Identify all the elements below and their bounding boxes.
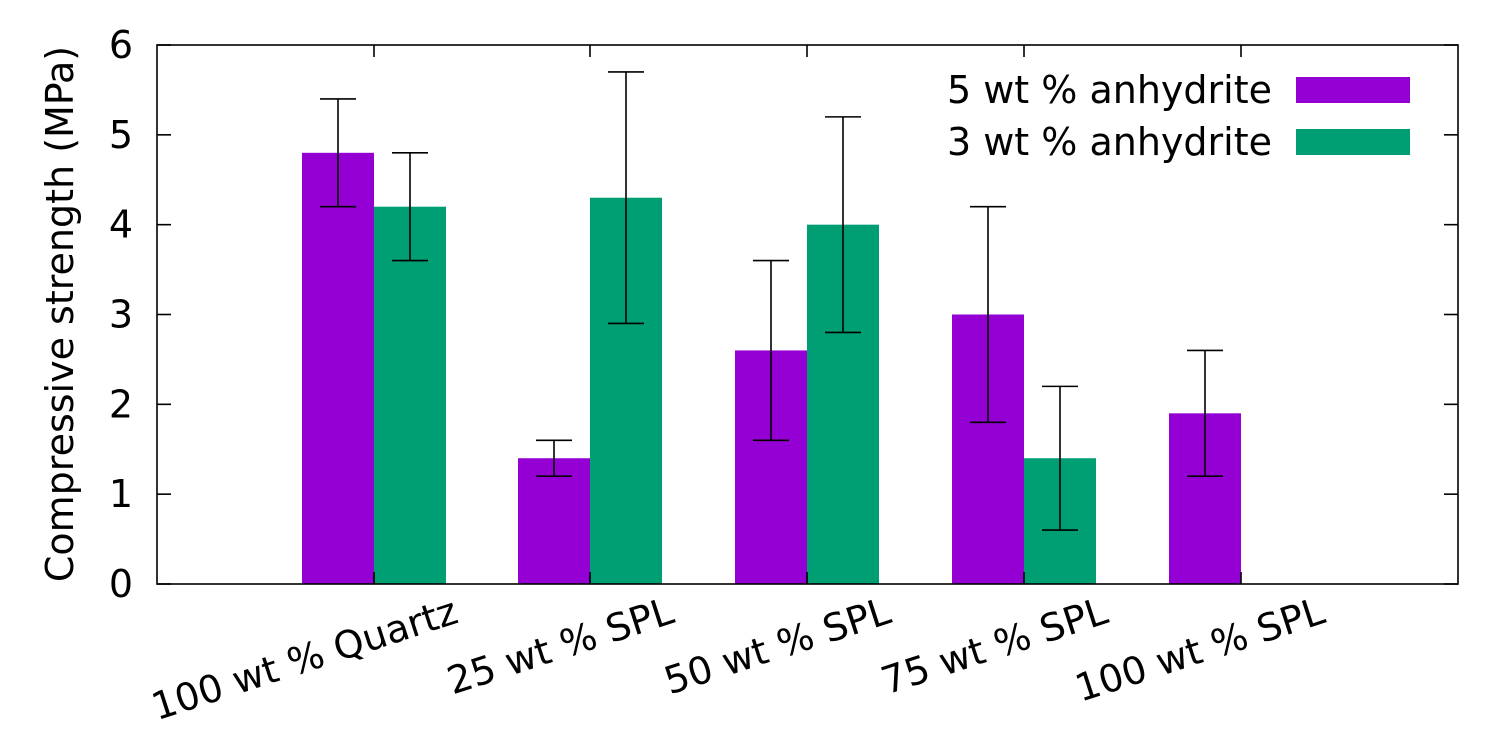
bar-five-pct-1 <box>518 458 590 584</box>
error-bar-three-pct-3 <box>1042 385 1078 531</box>
x-category-label: 50 wt % SPL <box>659 589 896 703</box>
x-category-label: 100 wt % Quartz <box>146 589 463 729</box>
legend-swatch <box>1296 129 1410 155</box>
error-bar-five-pct-2 <box>753 259 789 442</box>
error-bars <box>320 71 1223 531</box>
y-axis-ticks: 0 1 2 3 4 5 6 <box>109 23 1458 606</box>
legend-label: 3 wt % anhydrite <box>947 120 1272 164</box>
y-tick-label: 0 <box>109 562 133 606</box>
error-bar-five-pct-1 <box>536 439 572 478</box>
x-category-label: 25 wt % SPL <box>442 589 679 703</box>
y-tick-label: 5 <box>109 113 133 157</box>
bar-five-pct-0 <box>302 152 374 585</box>
y-tick-label: 4 <box>109 203 133 247</box>
y-tick-label: 1 <box>109 472 133 516</box>
y-axis-label: Compressive strength (MPa) <box>38 46 82 582</box>
error-bar-five-pct-4 <box>1187 349 1223 478</box>
y-tick-label: 2 <box>109 382 133 426</box>
error-bar-three-pct-1 <box>608 71 644 325</box>
error-bar-five-pct-0 <box>320 98 356 208</box>
legend-swatch <box>1296 77 1410 103</box>
y-tick-label: 3 <box>109 293 133 337</box>
error-bar-five-pct-3 <box>970 205 1006 424</box>
bar-three-pct-0 <box>374 206 446 584</box>
y-tick-label: 6 <box>109 23 133 67</box>
x-category-label: 100 wt % SPL <box>1070 589 1330 711</box>
error-bar-three-pct-2 <box>825 116 861 334</box>
legend-label: 5 wt % anhydrite <box>947 68 1272 112</box>
error-bar-three-pct-0 <box>392 152 428 262</box>
legend: 5 wt % anhydrite 3 wt % anhydrite <box>947 68 1410 164</box>
